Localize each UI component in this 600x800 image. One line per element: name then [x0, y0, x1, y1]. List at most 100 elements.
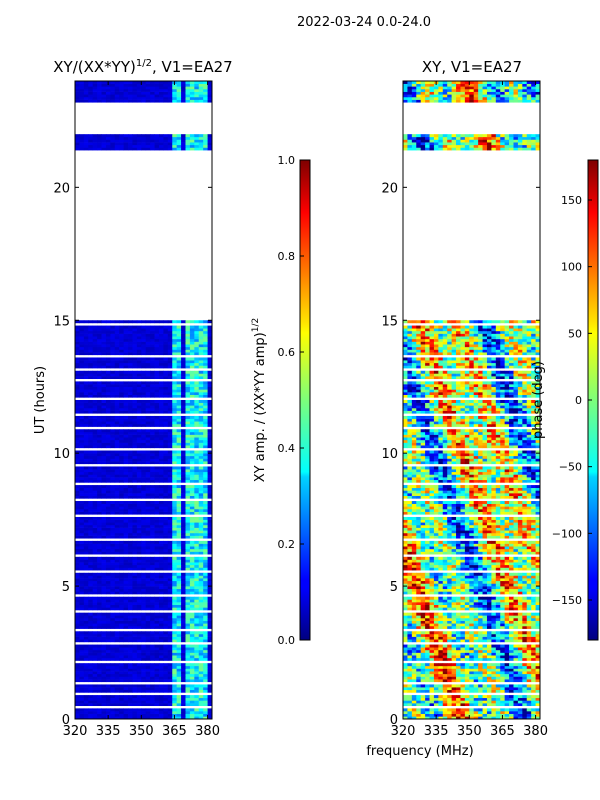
- left-heatmap-cell: [79, 139, 85, 143]
- left-heatmap-cell: [207, 519, 213, 523]
- left-heatmap-cell: [75, 522, 80, 526]
- left-heatmap-cell: [207, 665, 213, 669]
- left-heatmap-cell: [181, 386, 186, 390]
- right-heatmap-cell: [464, 676, 470, 680]
- left-heatmap-cell: [145, 360, 151, 364]
- right-heatmap-cell: [403, 716, 408, 720]
- left-heatmap-cell: [141, 657, 147, 661]
- left-heatmap-cell: [172, 360, 178, 364]
- right-heatmap-cell: [420, 716, 426, 720]
- left-heatmap-cell: [158, 336, 164, 340]
- left-heatmap-cell: [92, 333, 98, 337]
- left-heatmap-cell: [119, 711, 125, 714]
- left-heatmap-cell: [189, 620, 195, 624]
- left-heatmap-cell: [97, 617, 102, 621]
- left-heatmap-cell: [145, 365, 151, 369]
- left-heatmap-cell: [83, 508, 89, 512]
- left-heatmap-cell: [163, 453, 169, 457]
- left-heatmap-cell: [141, 81, 147, 84]
- left-heatmap-cell: [88, 580, 94, 584]
- left-heatmap-cell: [141, 639, 147, 643]
- left-heatmap-cell: [172, 617, 178, 621]
- right-heatmap-cell: [425, 676, 430, 680]
- right-heatmap-cell: [451, 695, 457, 699]
- right-heatmap-cell: [464, 679, 470, 683]
- left-heatmap-cell: [167, 373, 173, 377]
- left-heatmap-cell: [203, 429, 208, 433]
- left-heatmap-cell: [145, 373, 151, 377]
- left-heatmap-cell: [172, 612, 178, 616]
- left-heatmap-cell: [75, 713, 80, 717]
- left-heatmap-cell: [101, 407, 107, 411]
- right-heatmap-cell: [531, 700, 536, 704]
- left-heatmap-cell: [154, 684, 160, 688]
- left-heatmap-cell: [123, 596, 129, 600]
- left-heatmap-cell: [141, 501, 147, 504]
- right-heatmap-cell: [517, 668, 523, 672]
- left-heatmap-cell: [167, 147, 173, 151]
- left-heatmap-cell: [150, 365, 155, 369]
- right-heatmap-cell: [486, 713, 492, 717]
- left-heatmap-cell: [194, 407, 200, 411]
- left-heatmap-cell: [92, 602, 98, 605]
- left-heatmap-cell: [207, 407, 213, 411]
- left-heatmap-cell: [132, 546, 138, 550]
- left-heatmap-cell: [154, 376, 160, 380]
- left-heatmap-cell: [83, 639, 89, 643]
- left-heatmap-cell: [181, 655, 186, 659]
- left-heatmap-cell: [207, 631, 213, 635]
- left-heatmap-cell: [207, 575, 213, 579]
- right-heatmap-cell: [513, 711, 519, 714]
- left-heatmap-cell: [88, 684, 94, 688]
- left-heatmap-cell: [163, 485, 169, 489]
- left-heatmap-cell: [150, 556, 155, 560]
- left-heatmap-cell: [189, 649, 195, 653]
- left-heatmap-cell: [79, 83, 85, 87]
- left-heatmap-cell: [194, 386, 200, 390]
- left-heatmap-cell: [83, 99, 89, 103]
- right-heatmap-cell: [491, 716, 497, 720]
- left-heatmap-cell: [198, 461, 204, 465]
- left-heatmap-cell: [101, 516, 107, 520]
- left-heatmap-cell: [105, 400, 111, 403]
- left-heatmap-cell: [158, 469, 164, 473]
- left-heatmap-cell: [79, 708, 85, 712]
- left-heatmap-cell: [132, 620, 138, 624]
- left-heatmap-cell: [185, 532, 191, 536]
- left-heatmap-cell: [207, 649, 213, 653]
- right-heatmap-cell: [495, 697, 501, 701]
- right-heatmap-cell: [438, 697, 444, 701]
- left-heatmap-cell: [150, 625, 155, 629]
- left-heatmap-cell: [207, 431, 213, 435]
- left-heatmap-cell: [97, 711, 102, 714]
- left-heatmap-cell: [92, 599, 98, 603]
- right-heatmap-cell: [438, 668, 444, 672]
- left-heatmap-cell: [145, 352, 151, 356]
- left-heatmap-cell: [189, 376, 195, 380]
- left-heatmap-cell: [172, 485, 178, 489]
- left-heatmap-cell: [92, 402, 98, 406]
- left-heatmap-cell: [141, 99, 147, 103]
- left-heatmap-cell: [110, 487, 116, 491]
- left-heatmap-cell: [181, 429, 186, 433]
- left-heatmap-cell: [75, 665, 80, 669]
- left-heatmap-cell: [119, 439, 125, 443]
- left-heatmap-cell: [136, 644, 142, 648]
- left-heatmap-cell: [172, 421, 178, 425]
- left-heatmap-cell: [167, 461, 173, 465]
- left-heatmap-cell: [185, 612, 191, 616]
- left-heatmap-cell: [105, 450, 111, 454]
- left-heatmap-cell: [83, 349, 89, 353]
- left-heatmap-cell: [176, 522, 182, 526]
- left-heatmap-cell: [123, 493, 129, 496]
- left-heatmap-cell: [158, 612, 164, 616]
- left-heatmap-cell: [203, 352, 208, 356]
- left-heatmap-cell: [141, 147, 147, 151]
- left-heatmap-cell: [92, 644, 98, 648]
- left-heatmap-cell: [97, 495, 102, 499]
- left-heatmap-cell: [110, 360, 116, 364]
- left-heatmap-cell: [189, 516, 195, 520]
- left-heatmap-cell: [158, 431, 164, 435]
- left-heatmap-cell: [172, 535, 178, 539]
- left-heatmap-cell: [150, 341, 155, 345]
